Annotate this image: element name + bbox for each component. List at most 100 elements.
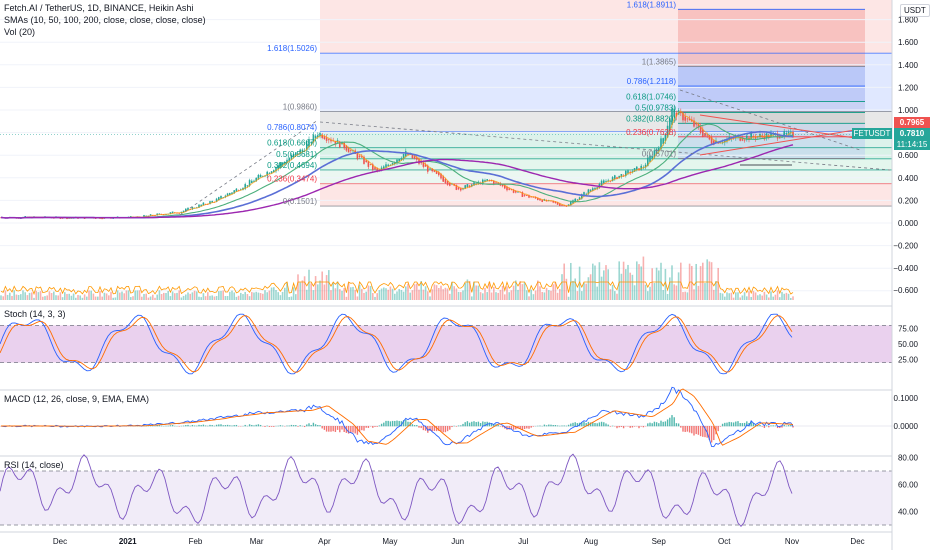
macd-hist-bar xyxy=(572,422,574,427)
candle-body xyxy=(292,153,295,158)
volume-bar xyxy=(235,296,238,300)
volume-bar xyxy=(99,290,101,300)
macd-hist-bar xyxy=(699,426,702,437)
macd-hist-bar xyxy=(616,426,618,429)
macd-hist-bar xyxy=(550,424,552,427)
volume-bar xyxy=(440,285,442,300)
time-tick-9: Sep xyxy=(652,537,667,546)
candle-body xyxy=(402,153,405,160)
volume-bar xyxy=(704,283,706,300)
macd-hist-bar xyxy=(559,425,561,427)
macd-hist-bar xyxy=(552,425,554,427)
candle-body xyxy=(187,207,189,211)
volume-bar xyxy=(204,296,207,300)
volume-bar xyxy=(86,296,88,300)
volume-bar xyxy=(715,280,717,300)
macd-hist-bar xyxy=(633,426,636,427)
candle-body xyxy=(411,154,414,159)
volume-bar xyxy=(218,291,220,300)
volume-bar xyxy=(655,267,658,300)
macd-hist-bar xyxy=(776,426,779,429)
macd-hist-bar xyxy=(658,423,660,427)
rsi-label[interactable]: RSI (14, close) xyxy=(4,460,64,470)
macd-hist-bar xyxy=(702,426,704,437)
macd-hist-bar xyxy=(222,425,224,427)
candle-body xyxy=(226,193,229,197)
volume-bar xyxy=(264,290,266,300)
volume-bar xyxy=(50,293,53,300)
volume-bar xyxy=(451,282,453,300)
macd-label[interactable]: MACD (12, 26, close, 9, EMA, EMA) xyxy=(4,394,150,404)
candle-body xyxy=(446,180,449,185)
volume-bar xyxy=(299,282,301,300)
candle-body xyxy=(636,166,638,170)
last-price: 0.7810 xyxy=(899,129,925,138)
macd-hist-bar xyxy=(519,426,521,429)
candle-body xyxy=(746,135,748,140)
macd-hist-bar xyxy=(358,426,361,433)
macd-hist-bar xyxy=(306,424,308,427)
candle-body xyxy=(339,141,341,148)
volume-bar xyxy=(4,290,7,300)
macd-hist-bar xyxy=(631,426,634,428)
macd-hist-bar xyxy=(229,425,231,427)
candle-body xyxy=(653,150,656,158)
volume-bar xyxy=(504,294,506,300)
candle-body xyxy=(380,167,383,170)
macd-hist-bar xyxy=(413,425,416,427)
macd-hist-bar xyxy=(156,425,158,427)
candle-body xyxy=(708,135,711,140)
macd-hist-bar xyxy=(655,422,658,427)
volume-bar xyxy=(180,297,183,300)
fib-labels: 1.618(1.5026) 1(0.9860) 0.786(0.8074) 0.618… xyxy=(267,0,676,206)
macd-hist-bar xyxy=(647,423,649,427)
volume-bar xyxy=(517,289,519,300)
macd-hist-bar xyxy=(444,426,447,433)
volume-bar xyxy=(411,290,414,300)
volume-bar xyxy=(281,291,284,300)
price-tick-10: −0.200 xyxy=(893,241,918,250)
candle-body xyxy=(790,131,792,133)
volume-bar xyxy=(229,291,231,300)
macd-hist-bar xyxy=(363,426,365,431)
macd-hist-bar xyxy=(218,424,220,427)
candle-body xyxy=(229,192,231,195)
candle-body xyxy=(576,199,579,201)
volume-bar xyxy=(589,274,592,300)
volume-bar xyxy=(493,286,495,300)
macd-hist-bar xyxy=(600,421,603,427)
volume-bar xyxy=(248,296,251,300)
volume-bar xyxy=(680,262,682,300)
volume-bar xyxy=(455,288,458,300)
stoch-k-line xyxy=(0,313,793,375)
candle-body xyxy=(270,171,273,174)
candle-body xyxy=(618,175,620,179)
macd-hist-bar xyxy=(673,417,675,427)
candle-body xyxy=(218,197,220,201)
volume-bar xyxy=(81,297,84,300)
volume-bar xyxy=(501,285,504,300)
volume-bar xyxy=(539,286,541,300)
macd-hist-bar xyxy=(396,420,398,427)
volume-bar xyxy=(22,290,24,300)
macd-hist-bar xyxy=(169,425,172,427)
candle-body xyxy=(741,138,744,141)
macd-hist-bar xyxy=(253,425,255,427)
volume-legend[interactable]: Vol (20) xyxy=(4,27,36,37)
volume-bar xyxy=(341,290,343,300)
volume-bar xyxy=(726,292,728,300)
macd-hist-bar xyxy=(526,426,528,429)
macd-hist-bar xyxy=(435,426,438,432)
currency-badge[interactable]: USDT xyxy=(900,4,930,17)
macd-hist-bar xyxy=(400,421,403,427)
macd-hist-bar xyxy=(281,425,284,427)
volume-bar xyxy=(783,293,785,300)
stoch-label[interactable]: Stoch (14, 3, 3) xyxy=(4,309,66,319)
volume-bar xyxy=(761,295,763,300)
candle-body xyxy=(310,141,312,144)
macd-hist-bar xyxy=(385,420,387,427)
sma-legend[interactable]: SMAs (10, 50, 100, 200, close, close, cl… xyxy=(4,15,206,25)
volume-bar xyxy=(394,293,396,300)
candle-body xyxy=(306,143,308,151)
